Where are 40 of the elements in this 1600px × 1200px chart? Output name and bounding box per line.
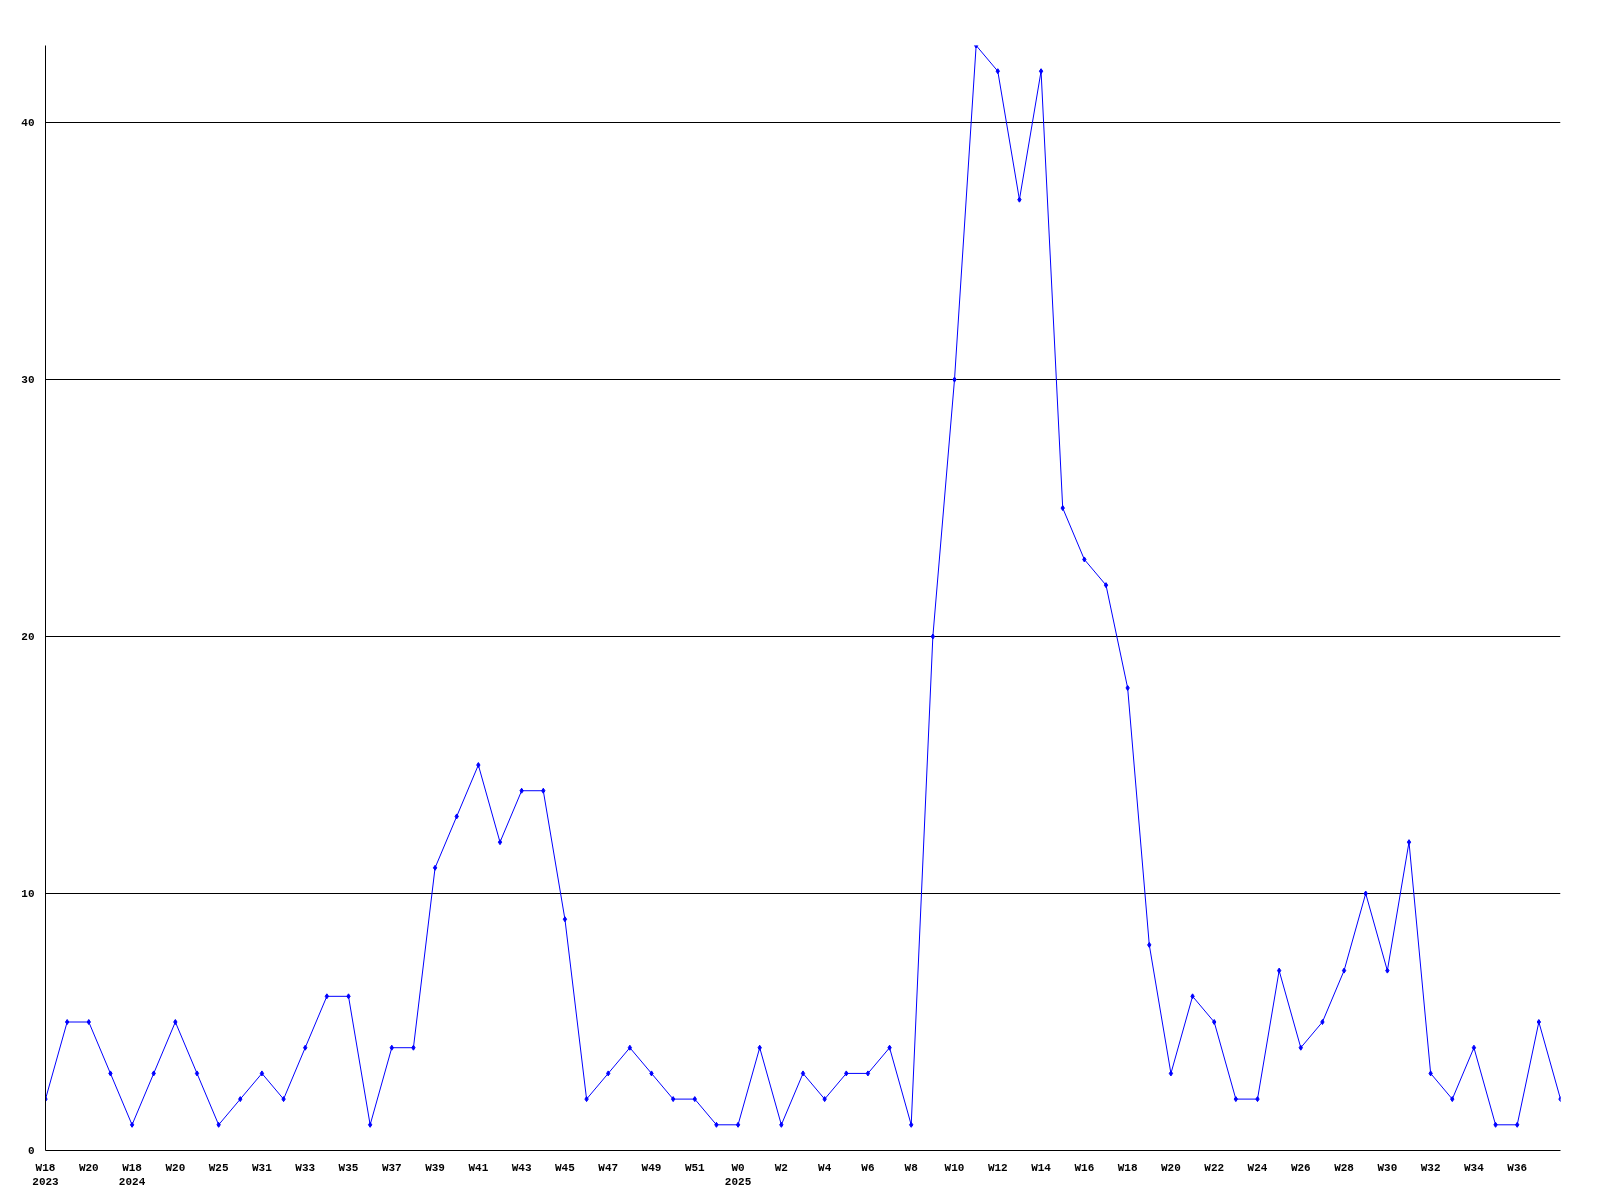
x-tick-label: W37 xyxy=(381,1161,402,1174)
x-tick-label: W33 xyxy=(295,1161,316,1174)
x-tick-label: W51 xyxy=(684,1161,706,1174)
x-tick-label: W22 xyxy=(1204,1161,1225,1174)
x-tick-label: W30 xyxy=(1377,1161,1398,1174)
x-tick-label: W18 2024 xyxy=(118,1161,146,1188)
x-tick-label: W18 xyxy=(1117,1161,1138,1174)
x-tick-label: W8 xyxy=(904,1161,919,1174)
x-tick-label: W4 xyxy=(818,1161,832,1174)
x-tick-label: W34 xyxy=(1464,1161,1485,1174)
x-tick-label: W32 xyxy=(1420,1161,1441,1174)
y-tick-label: 40 xyxy=(21,117,35,130)
x-tick-label: W49 xyxy=(641,1161,662,1174)
x-tick-label: W0 2025 xyxy=(724,1161,752,1188)
x-tick-label: W20 xyxy=(165,1161,186,1174)
x-tick-label: W36 xyxy=(1507,1161,1528,1174)
x-tick-label: W16 xyxy=(1074,1161,1095,1174)
x-tick-label: W14 xyxy=(1031,1161,1052,1174)
y-tick-label: 20 xyxy=(21,631,35,644)
y-tick-label: 0 xyxy=(27,1145,35,1157)
x-tick-label: W45 xyxy=(555,1161,576,1174)
x-tick-label: W18 2023 xyxy=(32,1161,60,1188)
x-tick-label: W2 xyxy=(774,1161,788,1174)
x-tick-label: W39 xyxy=(425,1161,445,1174)
x-tick-label: W10 xyxy=(944,1161,965,1174)
x-tick-label: W47 xyxy=(598,1161,619,1174)
x-tick-label: W25 xyxy=(208,1161,229,1174)
x-tick-label: W20 xyxy=(1161,1161,1181,1174)
x-tick-label: W35 xyxy=(338,1161,359,1174)
x-tick-label: W28 xyxy=(1334,1161,1355,1174)
x-tick-label: W41 xyxy=(468,1161,489,1174)
y-tick-label: 30 xyxy=(21,374,35,387)
x-tick-label: W43 xyxy=(511,1161,532,1174)
y-tick-label: 10 xyxy=(21,888,35,901)
x-tick-label: W12 xyxy=(987,1161,1008,1174)
x-tick-label: W6 xyxy=(861,1161,875,1174)
x-tick-label: W24 xyxy=(1247,1161,1268,1174)
x-tick-label: W26 xyxy=(1290,1161,1311,1174)
x-tick-label: W20 xyxy=(78,1161,99,1174)
x-tick-label: W31 xyxy=(252,1161,273,1174)
